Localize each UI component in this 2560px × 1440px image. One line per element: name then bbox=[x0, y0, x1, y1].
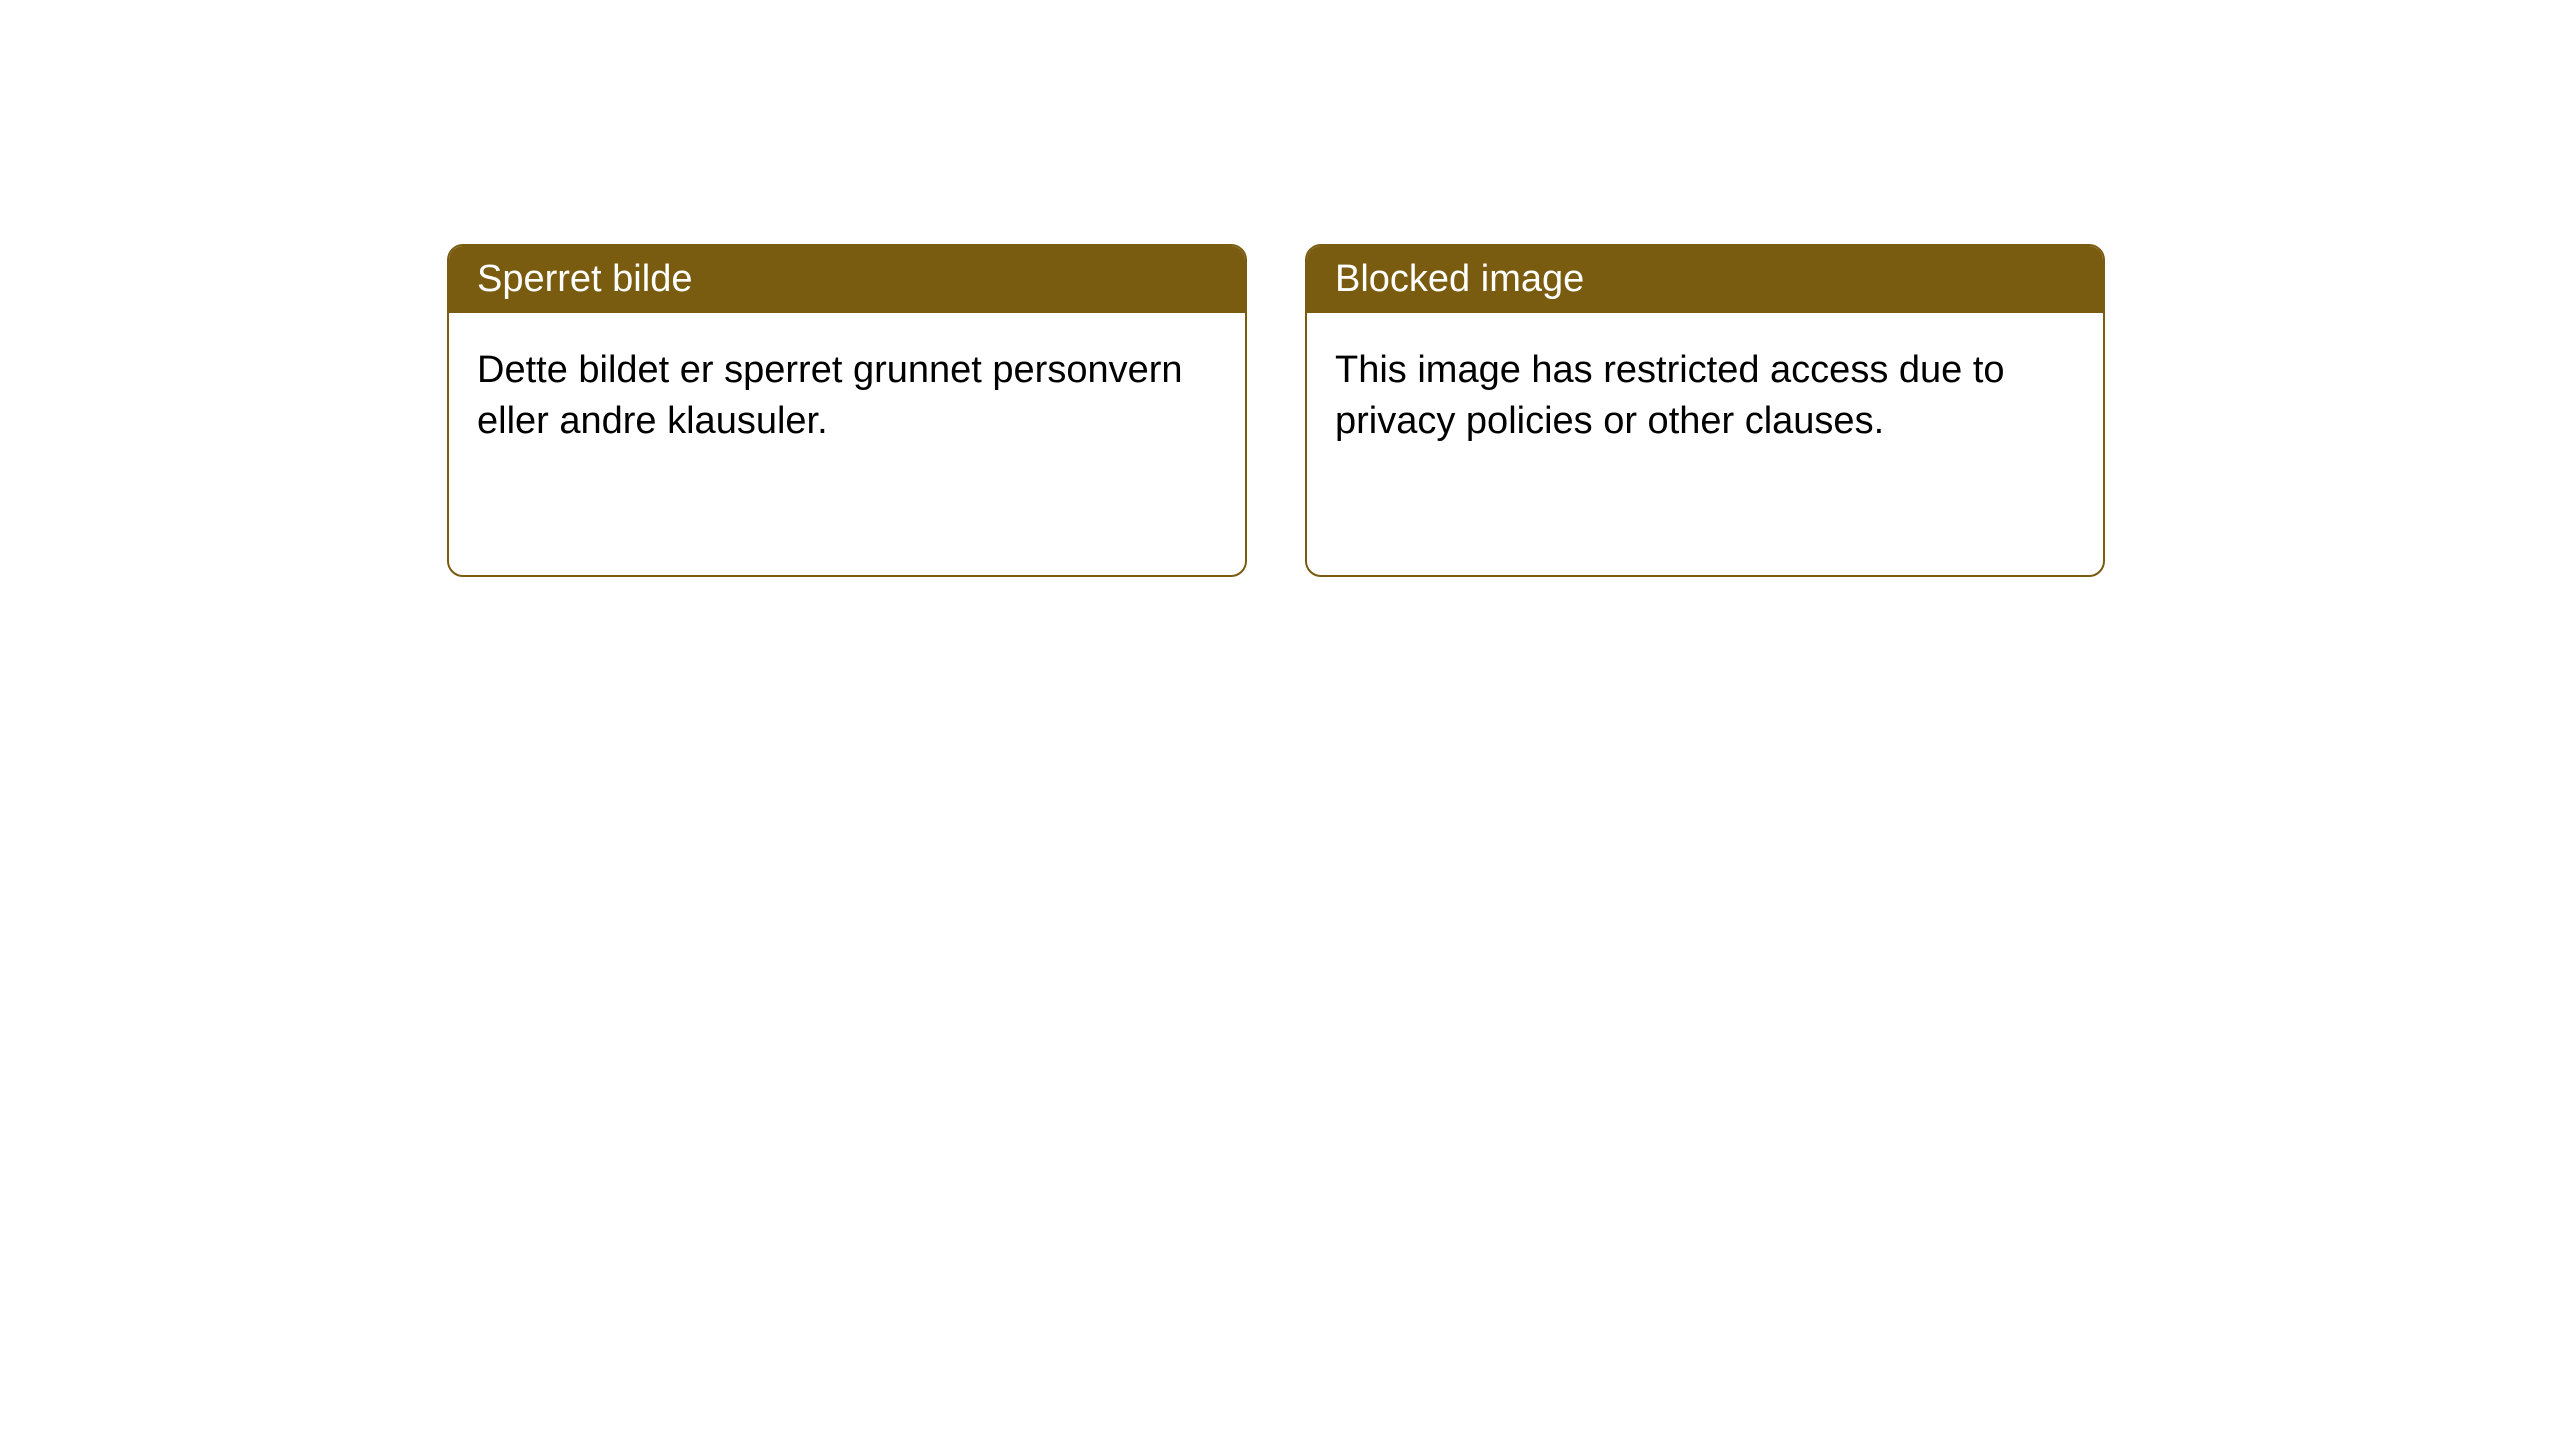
notice-message: Dette bildet er sperret grunnet personve… bbox=[477, 349, 1183, 442]
notice-card-body: This image has restricted access due to … bbox=[1307, 313, 2103, 480]
notice-title: Sperret bilde bbox=[477, 258, 692, 300]
notice-card-header: Sperret bilde bbox=[449, 246, 1245, 313]
notice-card-header: Blocked image bbox=[1307, 246, 2103, 313]
notice-container: Sperret bilde Dette bildet er sperret gr… bbox=[447, 244, 2105, 577]
notice-message: This image has restricted access due to … bbox=[1335, 349, 2005, 442]
notice-card-body: Dette bildet er sperret grunnet personve… bbox=[449, 313, 1245, 480]
notice-card-english: Blocked image This image has restricted … bbox=[1305, 244, 2105, 577]
notice-title: Blocked image bbox=[1335, 258, 1584, 300]
notice-card-norwegian: Sperret bilde Dette bildet er sperret gr… bbox=[447, 244, 1247, 577]
